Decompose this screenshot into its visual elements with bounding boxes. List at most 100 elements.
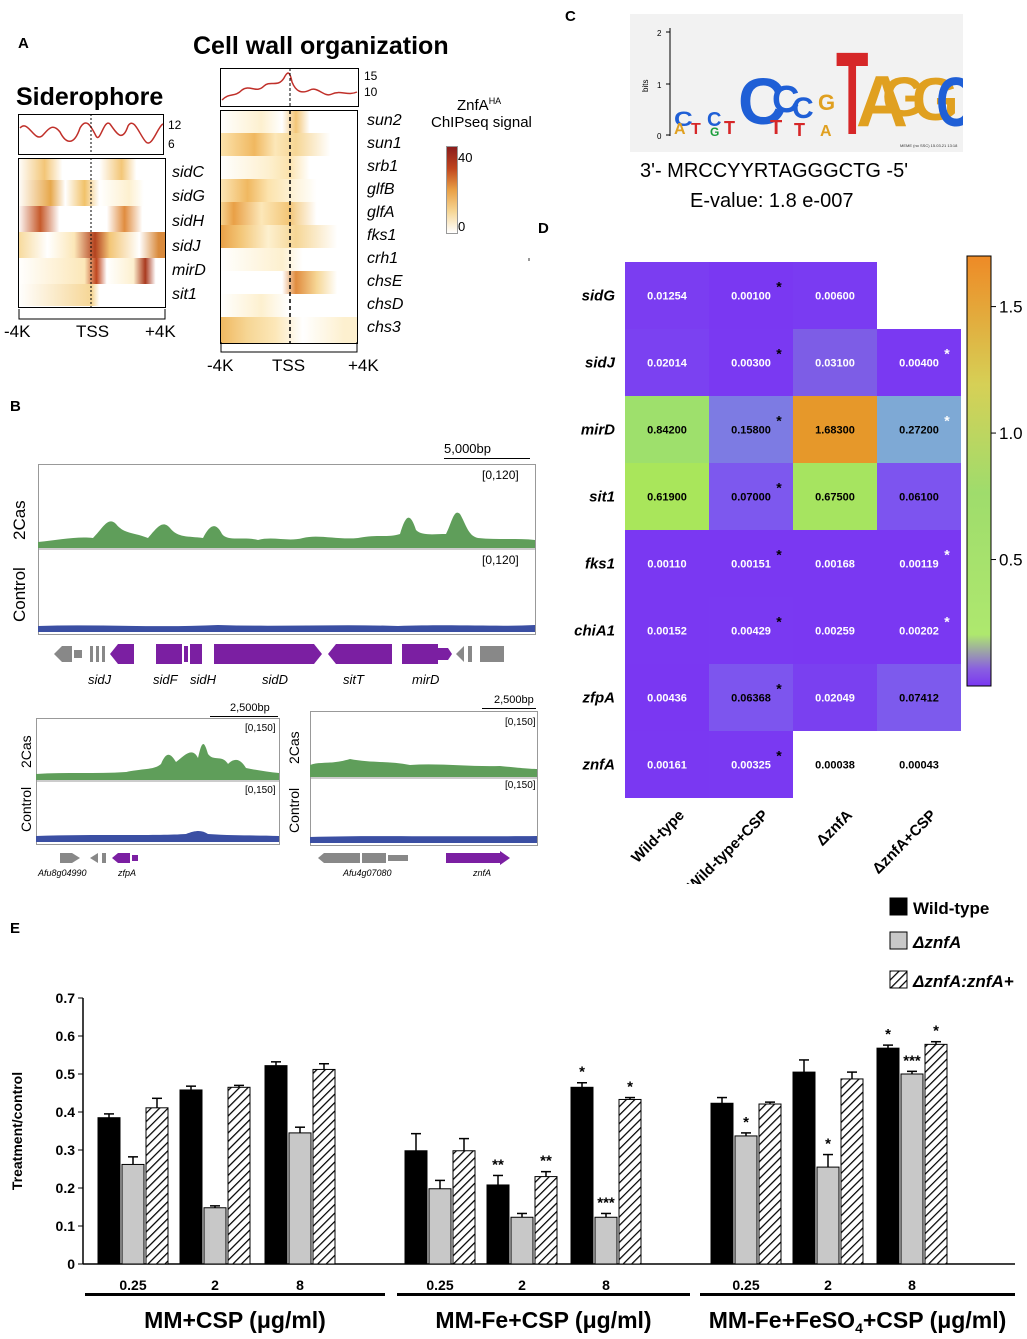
legend-swatch: [889, 931, 908, 950]
significance: **: [540, 1153, 552, 1170]
motif-evalue: E-value: 1.8 e-007: [690, 190, 854, 212]
heatmap-value: 0.02049: [815, 693, 855, 705]
svg-text:G: G: [912, 66, 959, 133]
cellwall-gene: chsE: [367, 273, 403, 290]
heatmap-cell: [625, 262, 709, 329]
heatmap-value: 0.00325: [731, 760, 771, 772]
heatmap-cell: [625, 530, 709, 597]
bar: [288, 1132, 312, 1265]
track-label-left-control: Control: [18, 786, 34, 832]
bar: [534, 1176, 558, 1265]
heatmap-cell: [793, 262, 877, 329]
svg-text:A: A: [856, 62, 908, 142]
x-tick-label: 0.25: [119, 1277, 146, 1293]
cellwall-xtick: -4K: [207, 356, 234, 375]
bar: [594, 1216, 618, 1265]
legend-swatch: [889, 970, 908, 989]
colorbar-tick-label: 1.0: [999, 424, 1023, 443]
heatmap-star: *: [776, 480, 782, 496]
heatmap-cell: [793, 597, 877, 664]
scale-top-label: 5,000bp: [444, 441, 491, 456]
heatmap-cell: [877, 530, 961, 597]
siderophore-gene: mirD: [172, 262, 206, 279]
bar: [758, 1103, 782, 1265]
bar: [570, 1086, 594, 1265]
heatmap-star: *: [944, 346, 950, 362]
heatmap-star: *: [776, 346, 782, 362]
heatmap-value: 0.00043: [899, 760, 939, 772]
heatmap-value: 0.00038: [815, 760, 855, 772]
expression-heatmap: sidG 0.01254 0.00100 * 0.00600 0.00059 * sidJ 0.…: [574, 255, 1023, 884]
heatmap-value: 0.00436: [647, 693, 687, 705]
heatmap-star: *: [776, 614, 782, 630]
siderophore-ytick-bottom: 6: [168, 137, 175, 151]
colorbar: [966, 255, 992, 687]
panel-label-b: B: [10, 398, 21, 415]
svg-text:T: T: [724, 118, 735, 138]
gene-top: sidJ: [88, 672, 112, 687]
bar: [452, 1150, 476, 1265]
legend-title: ZnfAHA: [457, 96, 502, 114]
significance: **: [492, 1156, 504, 1173]
bar: [618, 1098, 642, 1265]
heatmap-cell: [625, 731, 709, 798]
y-tick-label: 0.5: [56, 1066, 76, 1082]
svg-text:C: C: [707, 109, 721, 131]
siderophore-xaxis: [18, 309, 166, 320]
cellwall-title: Cell wall organization: [193, 32, 449, 60]
bar: [203, 1207, 227, 1265]
scale-right-label: 2,500bp: [494, 694, 534, 706]
svg-text:C: C: [792, 92, 814, 125]
cellwall-heatmap: [220, 110, 358, 344]
heatmap-row-label: fks1: [585, 556, 615, 573]
cellwall-gene: chs3: [367, 319, 401, 336]
heatmap-star: *: [944, 614, 950, 630]
bar: [227, 1086, 251, 1265]
gene-right: Afu4g07080: [343, 868, 392, 878]
heatmap-cell: [793, 530, 877, 597]
svg-text:G: G: [882, 65, 926, 128]
track-right: [310, 711, 538, 846]
legend-label: Wild-type: [913, 899, 989, 918]
heatmap-cell: [877, 597, 961, 664]
svg-text:T: T: [836, 28, 868, 152]
range-top-control: [0,120]: [482, 553, 519, 567]
significance: *: [933, 1023, 939, 1040]
svg-text:T: T: [770, 117, 782, 139]
cellwall-xtick: TSS: [272, 356, 306, 375]
group-label: MM-Fe+CSP (μg/ml): [435, 1307, 651, 1333]
heatmap-cell: [793, 731, 877, 798]
heatmap-value: 0.06100: [899, 492, 939, 504]
cellwall-gene: srb1: [367, 158, 399, 175]
heatmap-star: *: [944, 547, 950, 563]
y-axis-label: Treatment/control: [9, 1072, 25, 1190]
siderophore-title: Siderophore: [16, 83, 164, 111]
heatmap-row-label: sidJ: [585, 355, 616, 372]
gene-left: zfpA: [118, 868, 137, 878]
legend-label: ΔznfA: [912, 933, 961, 952]
siderophore-gene: sidH: [172, 213, 205, 230]
range-right-control: [0,150]: [505, 780, 536, 791]
significance: *: [627, 1079, 633, 1096]
svg-text:A: A: [820, 123, 832, 140]
svg-text:C: C: [936, 64, 963, 142]
cellwall-gene: glfA: [367, 204, 395, 221]
siderophore-heatmap: [18, 158, 166, 308]
cellwall-ytick-bottom: 10: [364, 85, 378, 99]
y-tick-label: 0.3: [56, 1142, 76, 1158]
cellwall-gene: chsD: [367, 296, 404, 313]
gene-top: sitT: [343, 672, 364, 687]
heatmap-star: *: [776, 681, 782, 697]
significance: *: [579, 1064, 585, 1081]
significance: *: [825, 1136, 831, 1153]
heatmap-cell: [709, 396, 793, 463]
bar: [264, 1065, 288, 1265]
cellwall-gene: sun2: [367, 112, 402, 129]
colorbar-tick-label: 0.5: [999, 551, 1023, 570]
heatmap-value: 0.67500: [815, 492, 855, 504]
heatmap-value: 0.00110: [647, 559, 686, 571]
cellwall-gene: sun1: [367, 135, 402, 152]
bar-chart: Wild-type ΔznfA ΔznfA:znfA+ 0 0.1 0.2 0.3 0.4 0.…: [9, 897, 1015, 1336]
significance: *: [885, 1026, 891, 1043]
group-label: MM+CSP (μg/ml): [144, 1307, 326, 1333]
